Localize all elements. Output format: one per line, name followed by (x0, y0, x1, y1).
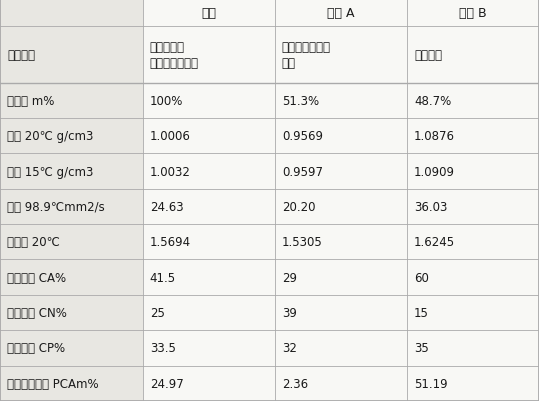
Bar (143, 225, 275, 260)
Bar (407, 154, 539, 189)
Bar (275, 260, 407, 295)
Bar (143, 330, 275, 366)
Text: 29: 29 (282, 271, 297, 284)
Bar (275, 366, 407, 401)
Text: 1.5694: 1.5694 (150, 236, 191, 249)
Text: 2.36: 2.36 (282, 377, 308, 390)
Bar (407, 330, 539, 366)
Bar (275, 330, 407, 366)
Bar (0, 225, 143, 260)
Bar (275, 83, 407, 119)
Text: 24.97: 24.97 (150, 377, 184, 390)
Text: 折射率 20℃: 折射率 20℃ (7, 236, 60, 249)
Text: 15: 15 (414, 306, 429, 319)
Text: 高芳橡胶填充油: 高芳橡胶填充油 (150, 57, 199, 70)
Text: 收率， m%: 收率， m% (7, 95, 54, 107)
Bar (275, 295, 407, 330)
Bar (275, 189, 407, 225)
Text: 1.0006: 1.0006 (150, 130, 191, 143)
Text: 高芳烃油: 高芳烃油 (414, 49, 442, 62)
Text: 33.5: 33.5 (150, 342, 176, 354)
Bar (407, 27, 539, 83)
Text: 产品 B: 产品 B (459, 7, 487, 20)
Text: 粘度 98.9℃mm2/s: 粘度 98.9℃mm2/s (7, 200, 105, 213)
Bar (275, 119, 407, 154)
Bar (407, 260, 539, 295)
Bar (143, 83, 275, 119)
Text: 25: 25 (150, 306, 165, 319)
Text: 碳型结构 CA%: 碳型结构 CA% (7, 271, 66, 284)
Bar (407, 225, 539, 260)
Bar (407, 366, 539, 401)
Bar (143, 119, 275, 154)
Bar (407, 119, 539, 154)
Text: 密度 15℃ g/cm3: 密度 15℃ g/cm3 (7, 165, 93, 178)
Text: 1.0909: 1.0909 (414, 165, 455, 178)
Text: 36.03: 36.03 (414, 200, 447, 213)
Bar (275, 27, 407, 83)
Bar (143, 366, 275, 401)
Text: 32: 32 (282, 342, 297, 354)
Text: 本发明原料: 本发明原料 (150, 41, 185, 53)
Bar (0, 330, 143, 366)
Text: 51.3%: 51.3% (282, 95, 319, 107)
Text: 48.7%: 48.7% (414, 95, 451, 107)
Bar (0, 0, 143, 27)
Bar (143, 154, 275, 189)
Text: 密度 20℃ g/cm3: 密度 20℃ g/cm3 (7, 130, 93, 143)
Text: 充油: 充油 (282, 57, 296, 70)
Bar (143, 0, 275, 27)
Bar (407, 189, 539, 225)
Bar (0, 189, 143, 225)
Text: 产品 A: 产品 A (327, 7, 355, 20)
Bar (0, 154, 143, 189)
Text: 原料: 原料 (202, 7, 216, 20)
Text: 1.0032: 1.0032 (150, 165, 191, 178)
Text: 41.5: 41.5 (150, 271, 176, 284)
Bar (275, 225, 407, 260)
Bar (0, 119, 143, 154)
Text: 碳型结构 CP%: 碳型结构 CP% (7, 342, 65, 354)
Bar (143, 189, 275, 225)
Bar (0, 27, 143, 83)
Bar (407, 295, 539, 330)
Text: 碳型结构 CN%: 碳型结构 CN% (7, 306, 67, 319)
Bar (407, 83, 539, 119)
Bar (275, 0, 407, 27)
Text: 35: 35 (414, 342, 429, 354)
Text: 0.9569: 0.9569 (282, 130, 323, 143)
Bar (143, 295, 275, 330)
Text: 0.9597: 0.9597 (282, 165, 323, 178)
Bar (0, 366, 143, 401)
Text: 1.6245: 1.6245 (414, 236, 455, 249)
Text: 60: 60 (414, 271, 429, 284)
Bar (0, 260, 143, 295)
Text: 39: 39 (282, 306, 297, 319)
Text: 100%: 100% (150, 95, 183, 107)
Text: 1.0876: 1.0876 (414, 130, 455, 143)
Bar (0, 295, 143, 330)
Bar (407, 0, 539, 27)
Text: 分析项目: 分析项目 (7, 49, 35, 62)
Text: 51.19: 51.19 (414, 377, 447, 390)
Bar (0, 83, 143, 119)
Text: 多环芳烃含量 PCAm%: 多环芳烃含量 PCAm% (7, 377, 99, 390)
Text: 24.63: 24.63 (150, 200, 183, 213)
Text: 20.20: 20.20 (282, 200, 315, 213)
Text: 环保芳烃橡胶填: 环保芳烃橡胶填 (282, 41, 331, 53)
Text: 1.5305: 1.5305 (282, 236, 323, 249)
Bar (143, 260, 275, 295)
Bar (143, 27, 275, 83)
Bar (275, 154, 407, 189)
